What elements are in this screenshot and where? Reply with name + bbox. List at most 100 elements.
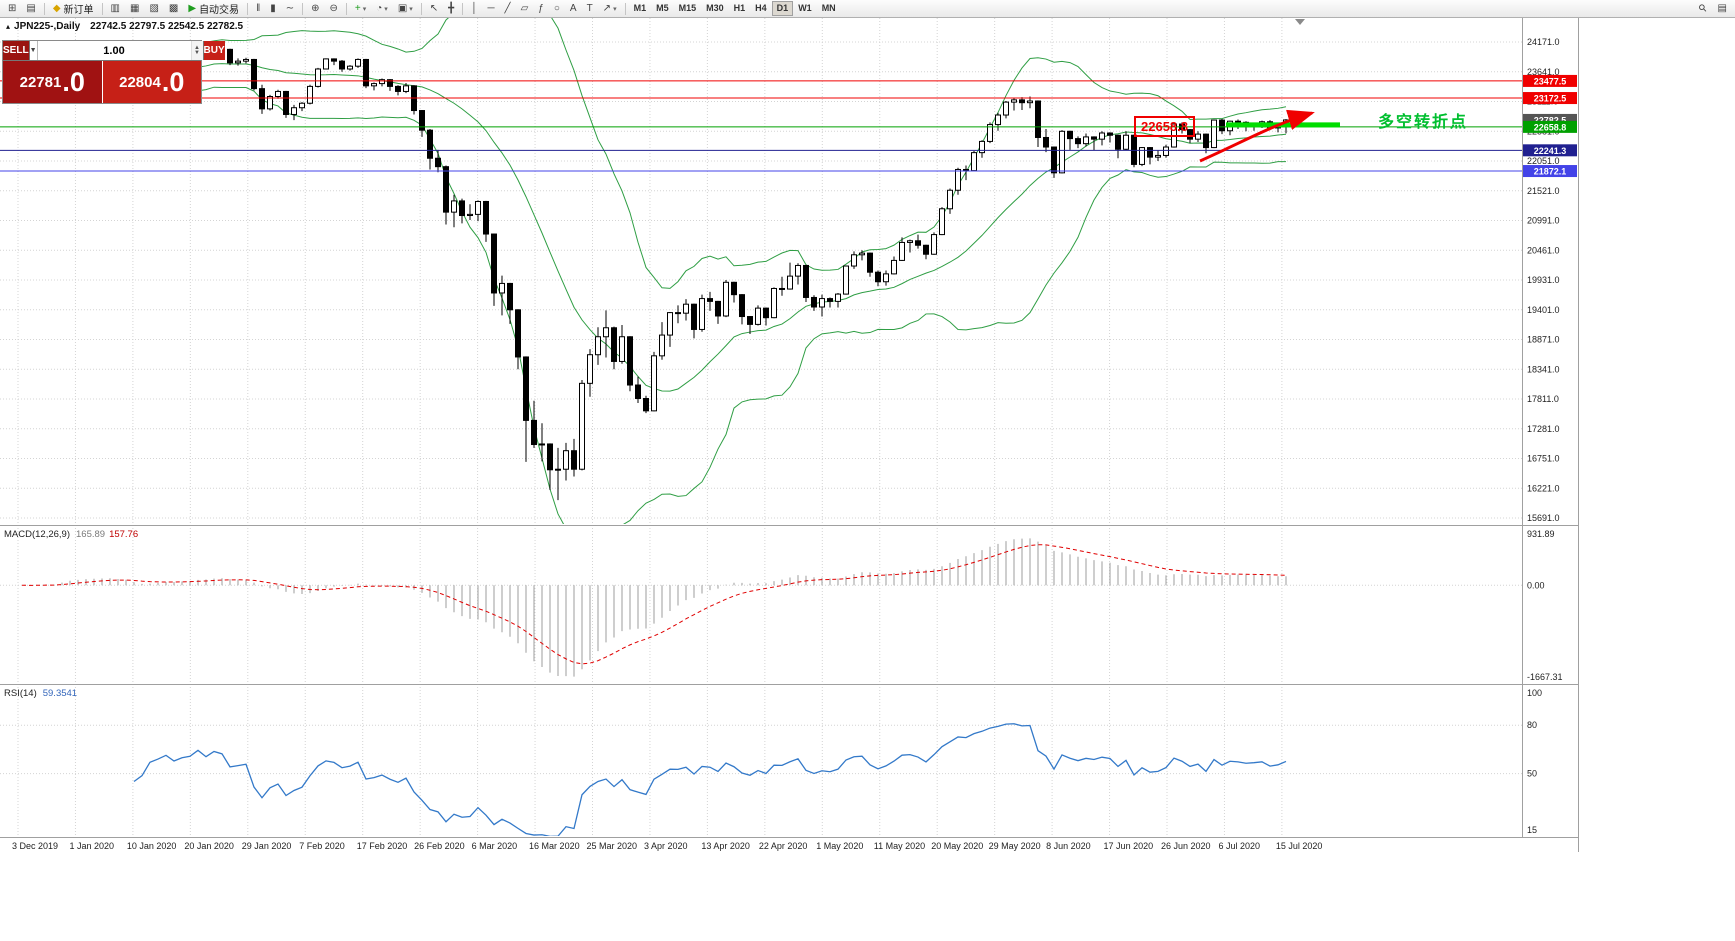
grid-layer [0,18,1522,836]
turning-point-label: 多空转折点 [1378,114,1469,131]
svg-text:19931.0: 19931.0 [1527,275,1560,285]
toolbar-separator [247,2,249,15]
toolbar-separator [101,2,103,15]
svg-text:13 Apr 2020: 13 Apr 2020 [701,841,750,851]
svg-text:21521.0: 21521.0 [1527,186,1560,196]
crosshair-icon[interactable]: ╋ [448,2,455,14]
volume-dropdown-arrow[interactable]: ▼ [29,41,38,60]
vertical-line-icon[interactable]: │ [471,2,478,14]
trendline-icon[interactable]: ╱ [504,2,511,14]
svg-text:17 Feb 2020: 17 Feb 2020 [357,841,408,851]
svg-text:3 Apr 2020: 3 Apr 2020 [644,841,688,851]
cursor-icon[interactable]: ↖ [429,2,439,14]
sell-button[interactable]: SELL [3,41,30,60]
sell-price-main: 22781 [19,73,62,91]
data-window-icon[interactable]: ▦ [130,2,140,14]
toolbar-separator [302,2,304,15]
chart-shift-marker [1295,19,1305,25]
horizontal-lines [0,80,1522,172]
svg-text:7 Feb 2020: 7 Feb 2020 [299,841,345,851]
volume-box: ▲ ▼ [37,41,204,60]
svg-text:11 May 2020: 11 May 2020 [874,841,925,851]
svg-text:24171.0: 24171.0 [1527,37,1560,47]
timeframe-m1[interactable]: M1 [633,3,647,13]
svg-text:26 Jun 2020: 26 Jun 2020 [1161,841,1211,851]
bar-chart-icon[interactable]: ‖ [256,2,261,14]
candles-layer [19,46,1289,501]
channel-icon[interactable]: ▱ [520,2,529,14]
volume-spinner[interactable]: ▲ ▼ [190,41,203,60]
timeframe-mn[interactable]: MN [821,3,836,13]
fibonacci-icon[interactable]: ƒ [538,2,544,14]
sell-price[interactable]: 22781 .0 [3,61,102,103]
buy-button[interactable]: BUY [203,41,225,60]
buy-price[interactable]: 22804 .0 [102,61,201,103]
svg-text:22782.5: 22782.5 [1534,115,1567,125]
navigator-icon[interactable]: ▧ [149,2,159,14]
terminal-icon[interactable]: ▩ [168,2,179,14]
shapes-icon[interactable]: ○ [553,2,560,14]
svg-text:22 Apr 2020: 22 Apr 2020 [759,841,808,851]
svg-text:18341.0: 18341.0 [1527,364,1560,374]
panel-borders [0,18,1579,852]
svg-text:15 Jul 2020: 15 Jul 2020 [1276,841,1323,851]
price-axis: 24171.023641.023111.022581.022051.021521… [1527,37,1563,835]
rsi-line [133,723,1287,836]
search-icon[interactable]: ⚲ [1697,1,1711,15]
profiles-icon[interactable]: ▤ [26,2,36,14]
text-label-icon[interactable]: T [586,2,593,14]
timeframe-d1[interactable]: D1 [771,1,794,16]
svg-text:20 Jan 2020: 20 Jan 2020 [184,841,234,851]
periods-icon[interactable]: ◔ ▾ [376,2,388,14]
svg-text:15: 15 [1527,825,1537,835]
timeframe-w1[interactable]: W1 [798,3,812,13]
svg-text:22658.8: 22658.8 [1534,122,1567,132]
quick-settings-icon[interactable]: ▤ [1717,2,1727,14]
market-watch-icon[interactable]: ▥ [110,2,120,14]
timeframe-m15[interactable]: M15 [678,3,697,13]
svg-text:10 Jan 2020: 10 Jan 2020 [127,841,177,851]
svg-text:15691.0: 15691.0 [1527,513,1560,523]
zoom-in-icon[interactable]: ⊕ [311,2,320,14]
text-icon[interactable]: A [569,2,577,14]
timeframe-h1[interactable]: H1 [733,3,746,13]
rsi-label: RSI(14) 59.3541 [4,688,77,699]
toolbar-separator [462,2,464,15]
price-annotation-box: 22658.8 [1134,116,1195,137]
spinner-up-icon[interactable]: ▲ [194,44,200,51]
macd-label: MACD(12,26,9) 165.89 157.76 [4,529,138,540]
timeframe-m30[interactable]: M30 [706,3,724,13]
bollinger-upper [173,18,1287,289]
svg-text:1 May 2020: 1 May 2020 [816,841,863,851]
trade-panel-controls: SELL ▼ ▲ ▼ BUY [3,41,225,60]
new-chart-icon[interactable]: ⊞ [8,2,17,14]
templates-icon[interactable]: ▣ ▾ [397,2,413,14]
timeframe-h4[interactable]: H4 [755,3,767,13]
toolbar-separator [345,2,347,15]
line-chart-icon[interactable]: ∼ [285,2,295,14]
rsi-title: RSI(14) [4,688,37,699]
spinner-down-icon[interactable]: ▼ [194,49,200,56]
timeframe-m5[interactable]: M5 [656,3,669,13]
svg-text:3 Dec 2019: 3 Dec 2019 [12,841,58,851]
macd-signal-line [21,544,1287,665]
toolbar-separator [624,2,626,15]
macd-title: MACD(12,26,9) [4,529,70,540]
candlestick-chart-icon[interactable]: ▮ [270,2,276,14]
bollinger-bands [173,18,1287,524]
macd-value-main: 165.89 [76,529,106,540]
horizontal-line-icon[interactable]: ─ [487,2,495,14]
time-axis: 3 Dec 2019 1 Jan 2020 10 Jan 2020 20 Jan 20… [12,841,1322,851]
macd-value-signal: 157.76 [109,529,139,540]
new-order-button[interactable]: ◆ 新订单 [52,2,94,16]
svg-text:22051.0: 22051.0 [1527,156,1560,166]
zoom-out-icon[interactable]: ⊖ [329,2,338,14]
autotrading-button[interactable]: ▶ 自动交易 [188,2,240,16]
arrows-icon[interactable]: ↗ ▾ [602,2,617,14]
indicators-icon[interactable]: + ▾ [354,2,367,14]
svg-text:18871.0: 18871.0 [1527,335,1560,345]
svg-text:17281.0: 17281.0 [1527,424,1560,434]
volume-input[interactable] [37,41,191,60]
one-click-trading-panel: SELL ▼ ▲ ▼ BUY 22781 .0 22804 .0 [2,40,225,104]
